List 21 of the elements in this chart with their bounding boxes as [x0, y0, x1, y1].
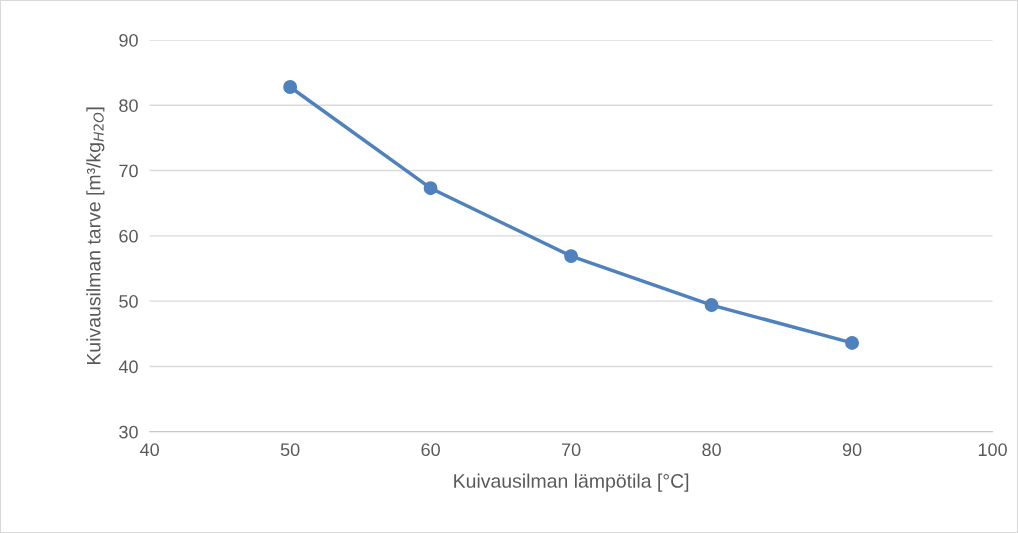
x-tick-label: 100 [978, 443, 1007, 457]
y-tick-label: 90 [119, 33, 138, 47]
x-tick-label: 60 [421, 443, 440, 457]
x-tick-label: 40 [140, 443, 159, 457]
x-tick-label: 70 [561, 443, 581, 457]
point [283, 80, 298, 94]
point [564, 249, 579, 264]
y-tick-label: 30 [119, 425, 138, 439]
y-axis-title: Kuivausilman tarve [m³/kg$_{H2O}$] [86, 107, 105, 365]
x-tick-label: 50 [280, 443, 300, 457]
y-tick-label: 60 [119, 229, 138, 243]
y-tick-label: 70 [119, 164, 138, 178]
y-tick-label: 50 [119, 295, 138, 308]
y-tick-label: 80 [119, 99, 138, 112]
y-tick-label: 40 [118, 360, 138, 374]
x-tick-label: 90 [842, 443, 862, 457]
x-axis-title: Kuivausilman lämpötila [°C] [454, 473, 689, 492]
point [704, 298, 719, 313]
point [845, 335, 860, 350]
x-tick-label: 80 [702, 443, 721, 457]
point [423, 181, 438, 196]
